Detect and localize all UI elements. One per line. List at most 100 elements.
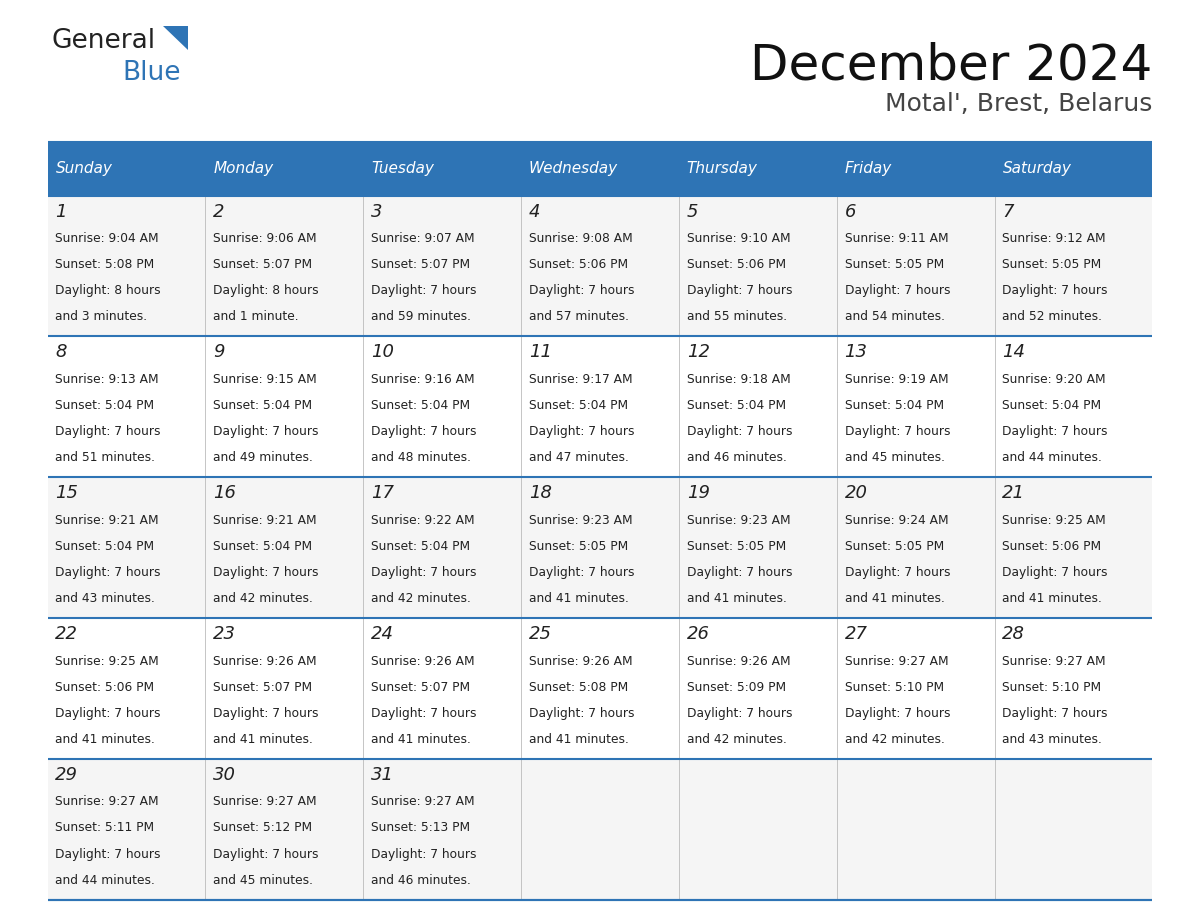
FancyBboxPatch shape [678,477,836,618]
Text: 1: 1 [56,203,67,220]
FancyBboxPatch shape [364,477,522,618]
FancyBboxPatch shape [206,759,364,900]
Text: Sunset: 5:05 PM: Sunset: 5:05 PM [845,258,943,271]
Text: Sunrise: 9:08 AM: Sunrise: 9:08 AM [529,232,633,245]
Text: 22: 22 [56,625,78,643]
Text: Sunset: 5:07 PM: Sunset: 5:07 PM [371,680,470,694]
Text: and 55 minutes.: and 55 minutes. [687,310,786,323]
Text: Daylight: 7 hours: Daylight: 7 hours [371,285,476,297]
Text: Daylight: 7 hours: Daylight: 7 hours [213,565,318,579]
FancyBboxPatch shape [364,336,522,477]
Text: Daylight: 7 hours: Daylight: 7 hours [845,707,950,720]
Text: Daylight: 7 hours: Daylight: 7 hours [845,425,950,438]
Text: 6: 6 [845,203,857,220]
Text: and 41 minutes.: and 41 minutes. [213,733,314,745]
Text: Sunrise: 9:26 AM: Sunrise: 9:26 AM [687,655,790,667]
Text: Sunset: 5:05 PM: Sunset: 5:05 PM [529,540,628,553]
Text: 9: 9 [213,343,225,362]
Text: and 41 minutes.: and 41 minutes. [529,733,628,745]
FancyBboxPatch shape [364,196,522,336]
Text: Sunrise: 9:27 AM: Sunrise: 9:27 AM [213,795,317,809]
Text: Sunset: 5:05 PM: Sunset: 5:05 PM [845,540,943,553]
Text: and 46 minutes.: and 46 minutes. [371,874,470,887]
Text: and 54 minutes.: and 54 minutes. [845,310,944,323]
Text: Sunrise: 9:17 AM: Sunrise: 9:17 AM [529,373,632,386]
Text: Sunrise: 9:11 AM: Sunrise: 9:11 AM [845,232,948,245]
FancyBboxPatch shape [994,336,1152,477]
Text: and 41 minutes.: and 41 minutes. [529,592,628,605]
Text: Sunrise: 9:26 AM: Sunrise: 9:26 AM [529,655,632,667]
FancyBboxPatch shape [522,477,678,618]
Text: Daylight: 7 hours: Daylight: 7 hours [213,847,318,860]
Text: Sunset: 5:04 PM: Sunset: 5:04 PM [687,399,786,412]
Text: and 3 minutes.: and 3 minutes. [56,310,147,323]
FancyBboxPatch shape [994,759,1152,900]
Text: Sunset: 5:06 PM: Sunset: 5:06 PM [1003,540,1101,553]
Text: and 41 minutes.: and 41 minutes. [687,592,786,605]
Text: Sunrise: 9:27 AM: Sunrise: 9:27 AM [56,795,159,809]
Text: 26: 26 [687,625,709,643]
FancyBboxPatch shape [994,196,1152,336]
Text: 3: 3 [371,203,383,220]
Text: Daylight: 7 hours: Daylight: 7 hours [56,707,160,720]
Text: and 42 minutes.: and 42 minutes. [213,592,314,605]
Text: Sunset: 5:04 PM: Sunset: 5:04 PM [56,399,154,412]
Text: 17: 17 [371,484,394,502]
Text: Sunset: 5:04 PM: Sunset: 5:04 PM [213,399,312,412]
Text: Sunrise: 9:07 AM: Sunrise: 9:07 AM [371,232,475,245]
Text: 14: 14 [1003,343,1025,362]
FancyBboxPatch shape [206,477,364,618]
Text: Sunrise: 9:23 AM: Sunrise: 9:23 AM [529,514,632,527]
FancyBboxPatch shape [678,618,836,759]
FancyBboxPatch shape [836,336,994,477]
Text: Sunset: 5:07 PM: Sunset: 5:07 PM [371,258,470,271]
Text: 18: 18 [529,484,552,502]
FancyBboxPatch shape [994,477,1152,618]
Text: and 42 minutes.: and 42 minutes. [687,733,786,745]
Text: Sunrise: 9:22 AM: Sunrise: 9:22 AM [371,514,475,527]
Text: Sunset: 5:05 PM: Sunset: 5:05 PM [1003,258,1101,271]
FancyBboxPatch shape [836,759,994,900]
Text: Sunrise: 9:26 AM: Sunrise: 9:26 AM [213,655,317,667]
Text: Sunset: 5:04 PM: Sunset: 5:04 PM [529,399,628,412]
Text: Sunset: 5:08 PM: Sunset: 5:08 PM [56,258,154,271]
Text: and 45 minutes.: and 45 minutes. [213,874,314,887]
Polygon shape [163,26,188,50]
Text: and 46 minutes.: and 46 minutes. [687,451,786,465]
FancyBboxPatch shape [522,759,678,900]
Text: Sunset: 5:04 PM: Sunset: 5:04 PM [845,399,943,412]
Text: General: General [51,28,156,53]
Text: Tuesday: Tuesday [371,162,434,176]
Text: Daylight: 7 hours: Daylight: 7 hours [845,285,950,297]
Text: Daylight: 7 hours: Daylight: 7 hours [529,425,634,438]
Text: 13: 13 [845,343,867,362]
Text: Motal', Brest, Belarus: Motal', Brest, Belarus [885,92,1152,116]
Text: Daylight: 7 hours: Daylight: 7 hours [213,707,318,720]
FancyBboxPatch shape [48,142,1152,196]
FancyBboxPatch shape [364,618,522,759]
Text: 15: 15 [56,484,78,502]
Text: 28: 28 [1003,625,1025,643]
Text: 7: 7 [1003,203,1013,220]
Text: 5: 5 [687,203,699,220]
Text: Sunrise: 9:19 AM: Sunrise: 9:19 AM [845,373,948,386]
FancyBboxPatch shape [522,336,678,477]
Text: Daylight: 7 hours: Daylight: 7 hours [371,565,476,579]
Text: Daylight: 7 hours: Daylight: 7 hours [1003,285,1108,297]
Text: 25: 25 [529,625,552,643]
Text: and 41 minutes.: and 41 minutes. [56,733,156,745]
Text: Daylight: 7 hours: Daylight: 7 hours [56,847,160,860]
Text: Daylight: 7 hours: Daylight: 7 hours [56,565,160,579]
FancyBboxPatch shape [836,618,994,759]
Text: Sunrise: 9:25 AM: Sunrise: 9:25 AM [56,655,159,667]
Text: and 43 minutes.: and 43 minutes. [56,592,156,605]
Text: Sunset: 5:06 PM: Sunset: 5:06 PM [529,258,628,271]
Text: Thursday: Thursday [687,162,758,176]
Text: Sunrise: 9:13 AM: Sunrise: 9:13 AM [56,373,159,386]
Text: Sunrise: 9:15 AM: Sunrise: 9:15 AM [213,373,317,386]
Text: Sunrise: 9:16 AM: Sunrise: 9:16 AM [371,373,475,386]
Text: Sunrise: 9:21 AM: Sunrise: 9:21 AM [213,514,317,527]
Text: Sunset: 5:04 PM: Sunset: 5:04 PM [371,540,470,553]
Text: Sunrise: 9:04 AM: Sunrise: 9:04 AM [56,232,159,245]
FancyBboxPatch shape [48,759,206,900]
